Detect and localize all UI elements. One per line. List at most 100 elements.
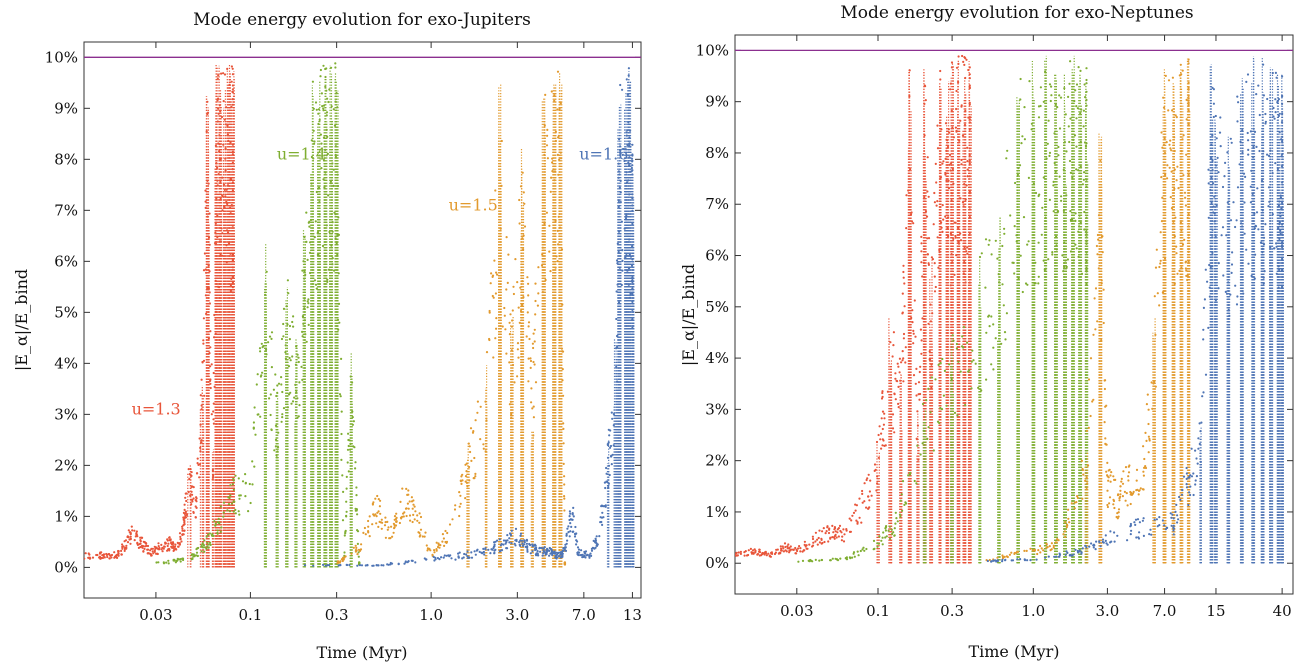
data-point xyxy=(394,524,398,527)
data-point xyxy=(424,531,427,534)
data-point xyxy=(548,546,551,550)
data-point xyxy=(498,538,501,541)
data-point xyxy=(393,515,397,518)
data-point xyxy=(95,553,98,557)
data-point xyxy=(99,551,102,555)
data-point xyxy=(788,551,791,554)
data-point xyxy=(510,542,513,545)
data-point xyxy=(410,500,414,503)
data-point xyxy=(281,416,284,419)
data-point xyxy=(1004,559,1007,562)
data-point xyxy=(750,552,754,555)
data-point xyxy=(616,334,619,337)
data-point xyxy=(392,522,395,525)
data-point xyxy=(735,552,738,555)
data-point xyxy=(884,527,887,530)
data-point xyxy=(590,554,593,558)
data-point xyxy=(1273,117,1276,120)
data-point xyxy=(469,427,473,430)
data-point xyxy=(988,239,991,242)
data-point xyxy=(898,513,902,516)
data-point xyxy=(367,519,370,523)
data-point xyxy=(1170,524,1173,527)
data-point xyxy=(157,561,160,564)
data-point xyxy=(885,535,888,538)
data-point xyxy=(504,328,507,331)
data-point xyxy=(867,495,870,498)
data-point xyxy=(896,380,899,383)
data-point xyxy=(333,124,337,127)
data-point xyxy=(1119,489,1122,492)
data-point xyxy=(466,555,469,558)
data-point xyxy=(927,237,931,240)
data-point xyxy=(166,549,169,552)
data-point xyxy=(1209,157,1213,160)
data-point xyxy=(500,543,503,546)
data-point xyxy=(1179,63,1182,66)
data-point xyxy=(917,393,920,396)
data-point xyxy=(1145,439,1148,442)
data-point xyxy=(519,539,522,542)
data-point xyxy=(833,528,836,531)
data-point xyxy=(941,162,944,165)
data-point xyxy=(280,337,284,341)
data-point xyxy=(933,191,936,195)
data-point xyxy=(913,299,916,302)
data-point xyxy=(607,441,610,444)
data-point xyxy=(1050,85,1053,88)
data-point xyxy=(191,500,194,503)
data-point xyxy=(340,458,343,461)
data-point xyxy=(523,543,526,546)
data-point xyxy=(1185,466,1188,470)
data-point xyxy=(936,200,939,203)
data-point xyxy=(811,560,814,563)
data-point xyxy=(537,554,540,557)
data-point xyxy=(992,323,995,326)
data-point xyxy=(1052,546,1055,549)
data-point xyxy=(527,380,530,383)
data-point xyxy=(505,547,508,550)
data-point xyxy=(203,539,206,542)
data-point xyxy=(339,395,342,398)
data-point xyxy=(1005,312,1009,315)
data-point xyxy=(436,557,439,560)
data-point xyxy=(1073,501,1076,504)
data-point xyxy=(231,281,234,284)
data-point xyxy=(156,552,159,556)
data-point xyxy=(576,540,579,543)
data-point xyxy=(1110,471,1113,474)
data-point xyxy=(1122,470,1125,473)
data-point xyxy=(1158,304,1161,307)
data-point xyxy=(808,543,811,546)
data-point xyxy=(1244,175,1247,178)
data-point xyxy=(373,514,376,517)
data-point xyxy=(1219,116,1222,119)
data-point xyxy=(510,529,513,532)
data-point xyxy=(990,560,993,563)
data-point xyxy=(856,550,859,553)
data-point xyxy=(419,515,423,519)
data-point xyxy=(384,516,387,519)
data-point xyxy=(894,522,897,525)
data-point xyxy=(1245,80,1248,83)
data-point xyxy=(338,321,341,324)
data-point xyxy=(1202,391,1205,394)
data-point xyxy=(234,512,237,515)
x-tick-label: 3.0 xyxy=(505,606,529,624)
data-point xyxy=(1085,546,1088,549)
data-point xyxy=(327,100,330,104)
data-point xyxy=(1281,257,1284,260)
data-point xyxy=(195,506,198,509)
data-point xyxy=(474,419,477,422)
data-point xyxy=(820,558,824,562)
data-point xyxy=(915,394,918,397)
data-point xyxy=(912,329,915,332)
y-axis-label-text: |E_α|/E_bind xyxy=(12,269,31,371)
data-point xyxy=(754,551,757,554)
data-point xyxy=(612,413,616,416)
data-point xyxy=(354,544,357,547)
data-point xyxy=(1088,545,1091,548)
data-point xyxy=(898,357,902,360)
data-point xyxy=(1253,277,1256,280)
data-point xyxy=(152,552,155,555)
